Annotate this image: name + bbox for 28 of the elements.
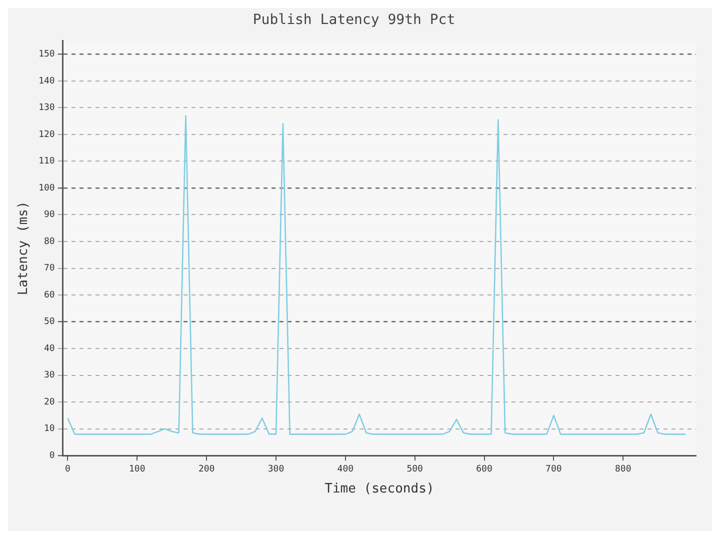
y-tick-label: 10 xyxy=(44,424,55,434)
y-tick-label: 130 xyxy=(38,103,55,114)
x-tick-label: 300 xyxy=(268,464,284,474)
chart-title: Publish Latency 99th Pct xyxy=(252,12,456,28)
y-tick-label: 110 xyxy=(38,156,55,167)
x-tick-label: 500 xyxy=(406,464,423,474)
y-tick-label: 100 xyxy=(38,183,55,194)
y-tick-label: 50 xyxy=(44,317,55,328)
x-tick-label: 800 xyxy=(614,464,632,474)
y-tick-label: 20 xyxy=(44,397,55,408)
y-tick-label: 0 xyxy=(49,450,55,461)
y-tick-label: 140 xyxy=(38,76,55,86)
x-tick-label: 700 xyxy=(546,464,562,474)
x-tick-label: 200 xyxy=(198,464,215,474)
y-tick-label: 90 xyxy=(44,210,55,220)
x-tick-label: 100 xyxy=(129,464,146,474)
x-tick-label: 600 xyxy=(476,464,492,474)
y-tick-label: 120 xyxy=(38,130,55,140)
x-tick-label: 0 xyxy=(65,464,70,474)
y-tick-label: 60 xyxy=(44,290,55,300)
y-tick-label: 150 xyxy=(38,50,55,60)
y-tick-label: 80 xyxy=(44,236,55,247)
y-tick-label: 40 xyxy=(44,344,55,354)
y-axis-title: Latency (ms) xyxy=(16,201,32,296)
y-tick-label: 70 xyxy=(44,264,55,274)
x-tick-label: 400 xyxy=(337,464,354,474)
y-tick-label: 30 xyxy=(44,370,55,381)
x-axis-title: Time (seconds) xyxy=(324,482,434,497)
